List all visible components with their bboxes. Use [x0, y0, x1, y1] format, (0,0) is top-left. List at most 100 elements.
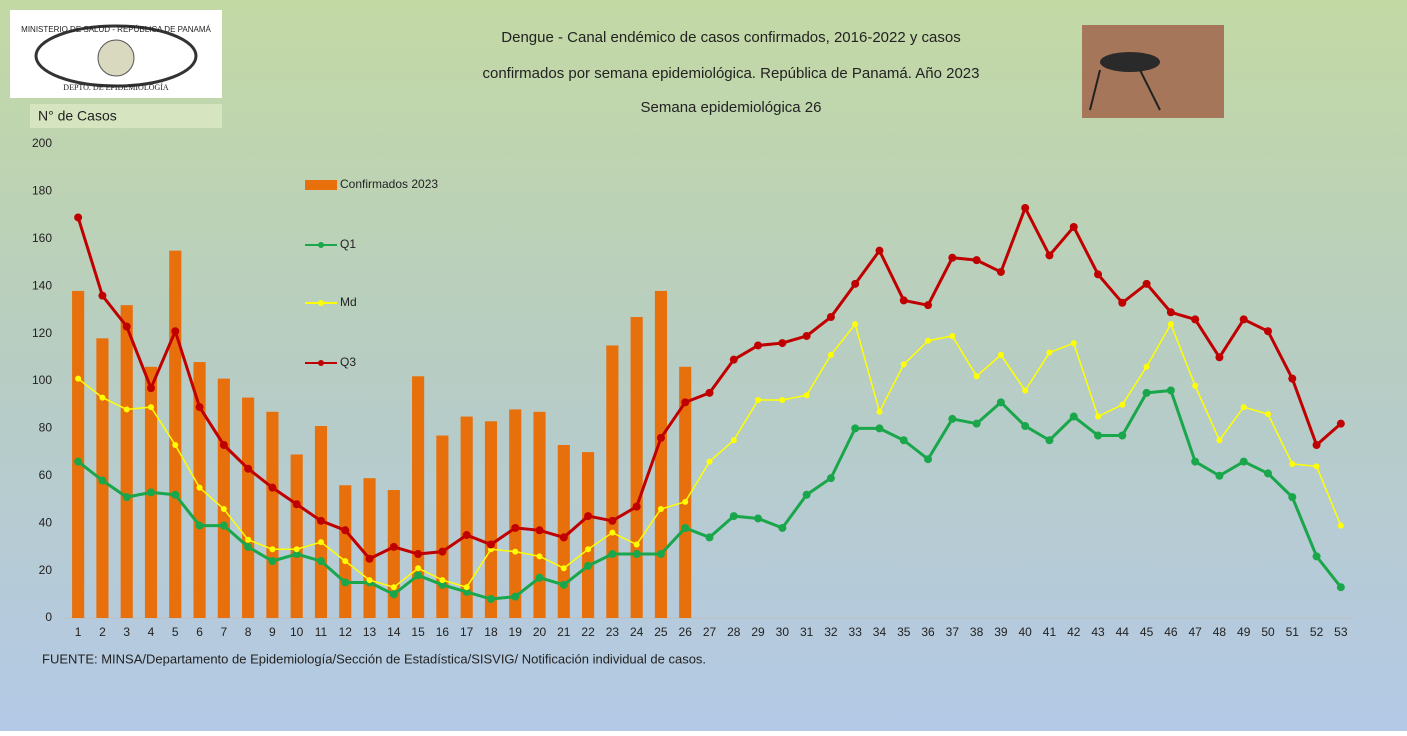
x-tick-label: 45 — [1140, 625, 1154, 639]
legend-label: Q1 — [340, 237, 356, 251]
x-tick-label: 43 — [1091, 625, 1105, 639]
point — [996, 398, 1005, 407]
chart-title: Dengue - Canal endémico de casos confirm… — [501, 29, 960, 46]
point — [292, 500, 301, 509]
bar — [169, 250, 182, 618]
point — [292, 550, 301, 559]
x-tick-label: 12 — [339, 625, 353, 639]
x-tick-label: 21 — [557, 625, 571, 639]
point — [1021, 203, 1030, 212]
point — [438, 547, 447, 556]
point — [1142, 279, 1151, 288]
y-tick-label: 140 — [32, 278, 52, 292]
x-tick-label: 17 — [460, 625, 474, 639]
point — [268, 483, 277, 492]
x-tick-label: 3 — [123, 625, 130, 639]
x-tick-label: 52 — [1310, 625, 1324, 639]
bar — [484, 421, 498, 618]
point — [1264, 327, 1273, 336]
point — [122, 322, 131, 331]
legend-label: Md — [340, 295, 357, 309]
y-tick-label: 200 — [32, 136, 52, 150]
point — [439, 577, 446, 584]
point — [1045, 436, 1054, 445]
bar — [533, 411, 546, 618]
x-tick-label: 28 — [727, 625, 741, 639]
point — [1167, 321, 1174, 328]
point — [75, 375, 82, 382]
y-tick-label: 60 — [39, 468, 53, 482]
bar — [606, 345, 619, 618]
point — [535, 573, 544, 582]
point — [293, 546, 300, 553]
bar — [339, 485, 352, 618]
point — [511, 592, 520, 601]
point — [1046, 349, 1053, 356]
x-tick-label: 40 — [1018, 625, 1032, 639]
point — [851, 424, 860, 433]
point — [802, 331, 811, 340]
point — [802, 490, 811, 499]
point — [585, 546, 592, 553]
point — [754, 514, 763, 523]
point — [778, 523, 787, 532]
x-tick-label: 24 — [630, 625, 644, 639]
point — [899, 436, 908, 445]
x-tick-label: 10 — [290, 625, 304, 639]
point — [730, 437, 737, 444]
point — [317, 539, 324, 546]
point — [486, 595, 495, 604]
point — [171, 327, 180, 336]
point — [1069, 412, 1078, 421]
x-tick-label: 5 — [172, 625, 179, 639]
point — [463, 584, 470, 591]
point — [609, 529, 616, 536]
point — [560, 565, 567, 572]
point — [632, 502, 641, 511]
point — [754, 341, 763, 350]
point — [1119, 401, 1126, 408]
point — [1289, 460, 1296, 467]
point — [74, 213, 83, 222]
x-tick-label: 23 — [606, 625, 620, 639]
point — [535, 526, 544, 535]
point — [269, 546, 276, 553]
point — [1022, 387, 1029, 394]
point — [1143, 363, 1150, 370]
logo: MINISTERIO DE SALUD - REPÚBLICA DE PANAM… — [10, 10, 222, 98]
point — [1191, 457, 1200, 466]
point — [98, 476, 107, 485]
point — [1313, 463, 1320, 470]
point — [219, 521, 228, 530]
point — [1166, 386, 1175, 395]
x-tick-label: 32 — [824, 625, 838, 639]
point — [316, 557, 325, 566]
bar — [266, 411, 279, 618]
point — [1069, 222, 1078, 231]
point — [657, 505, 664, 512]
point — [900, 361, 907, 368]
point — [1118, 298, 1127, 307]
x-tick-label: 7 — [220, 625, 227, 639]
point — [123, 406, 130, 413]
point — [1070, 340, 1077, 347]
point — [1216, 437, 1223, 444]
x-tick-label: 15 — [411, 625, 425, 639]
point — [1192, 382, 1199, 389]
point — [414, 550, 423, 559]
bar — [290, 454, 303, 618]
point — [1239, 315, 1248, 324]
point — [949, 332, 956, 339]
point — [803, 392, 810, 399]
x-tick-label: 2 — [99, 625, 106, 639]
point — [1312, 552, 1321, 561]
point — [729, 512, 738, 521]
point — [195, 403, 204, 412]
point — [195, 521, 204, 530]
point — [1166, 308, 1175, 317]
x-tick-label: 19 — [509, 625, 523, 639]
point — [1021, 422, 1030, 431]
x-tick-label: 6 — [196, 625, 203, 639]
point — [876, 408, 883, 415]
x-tick-label: 26 — [679, 625, 693, 639]
